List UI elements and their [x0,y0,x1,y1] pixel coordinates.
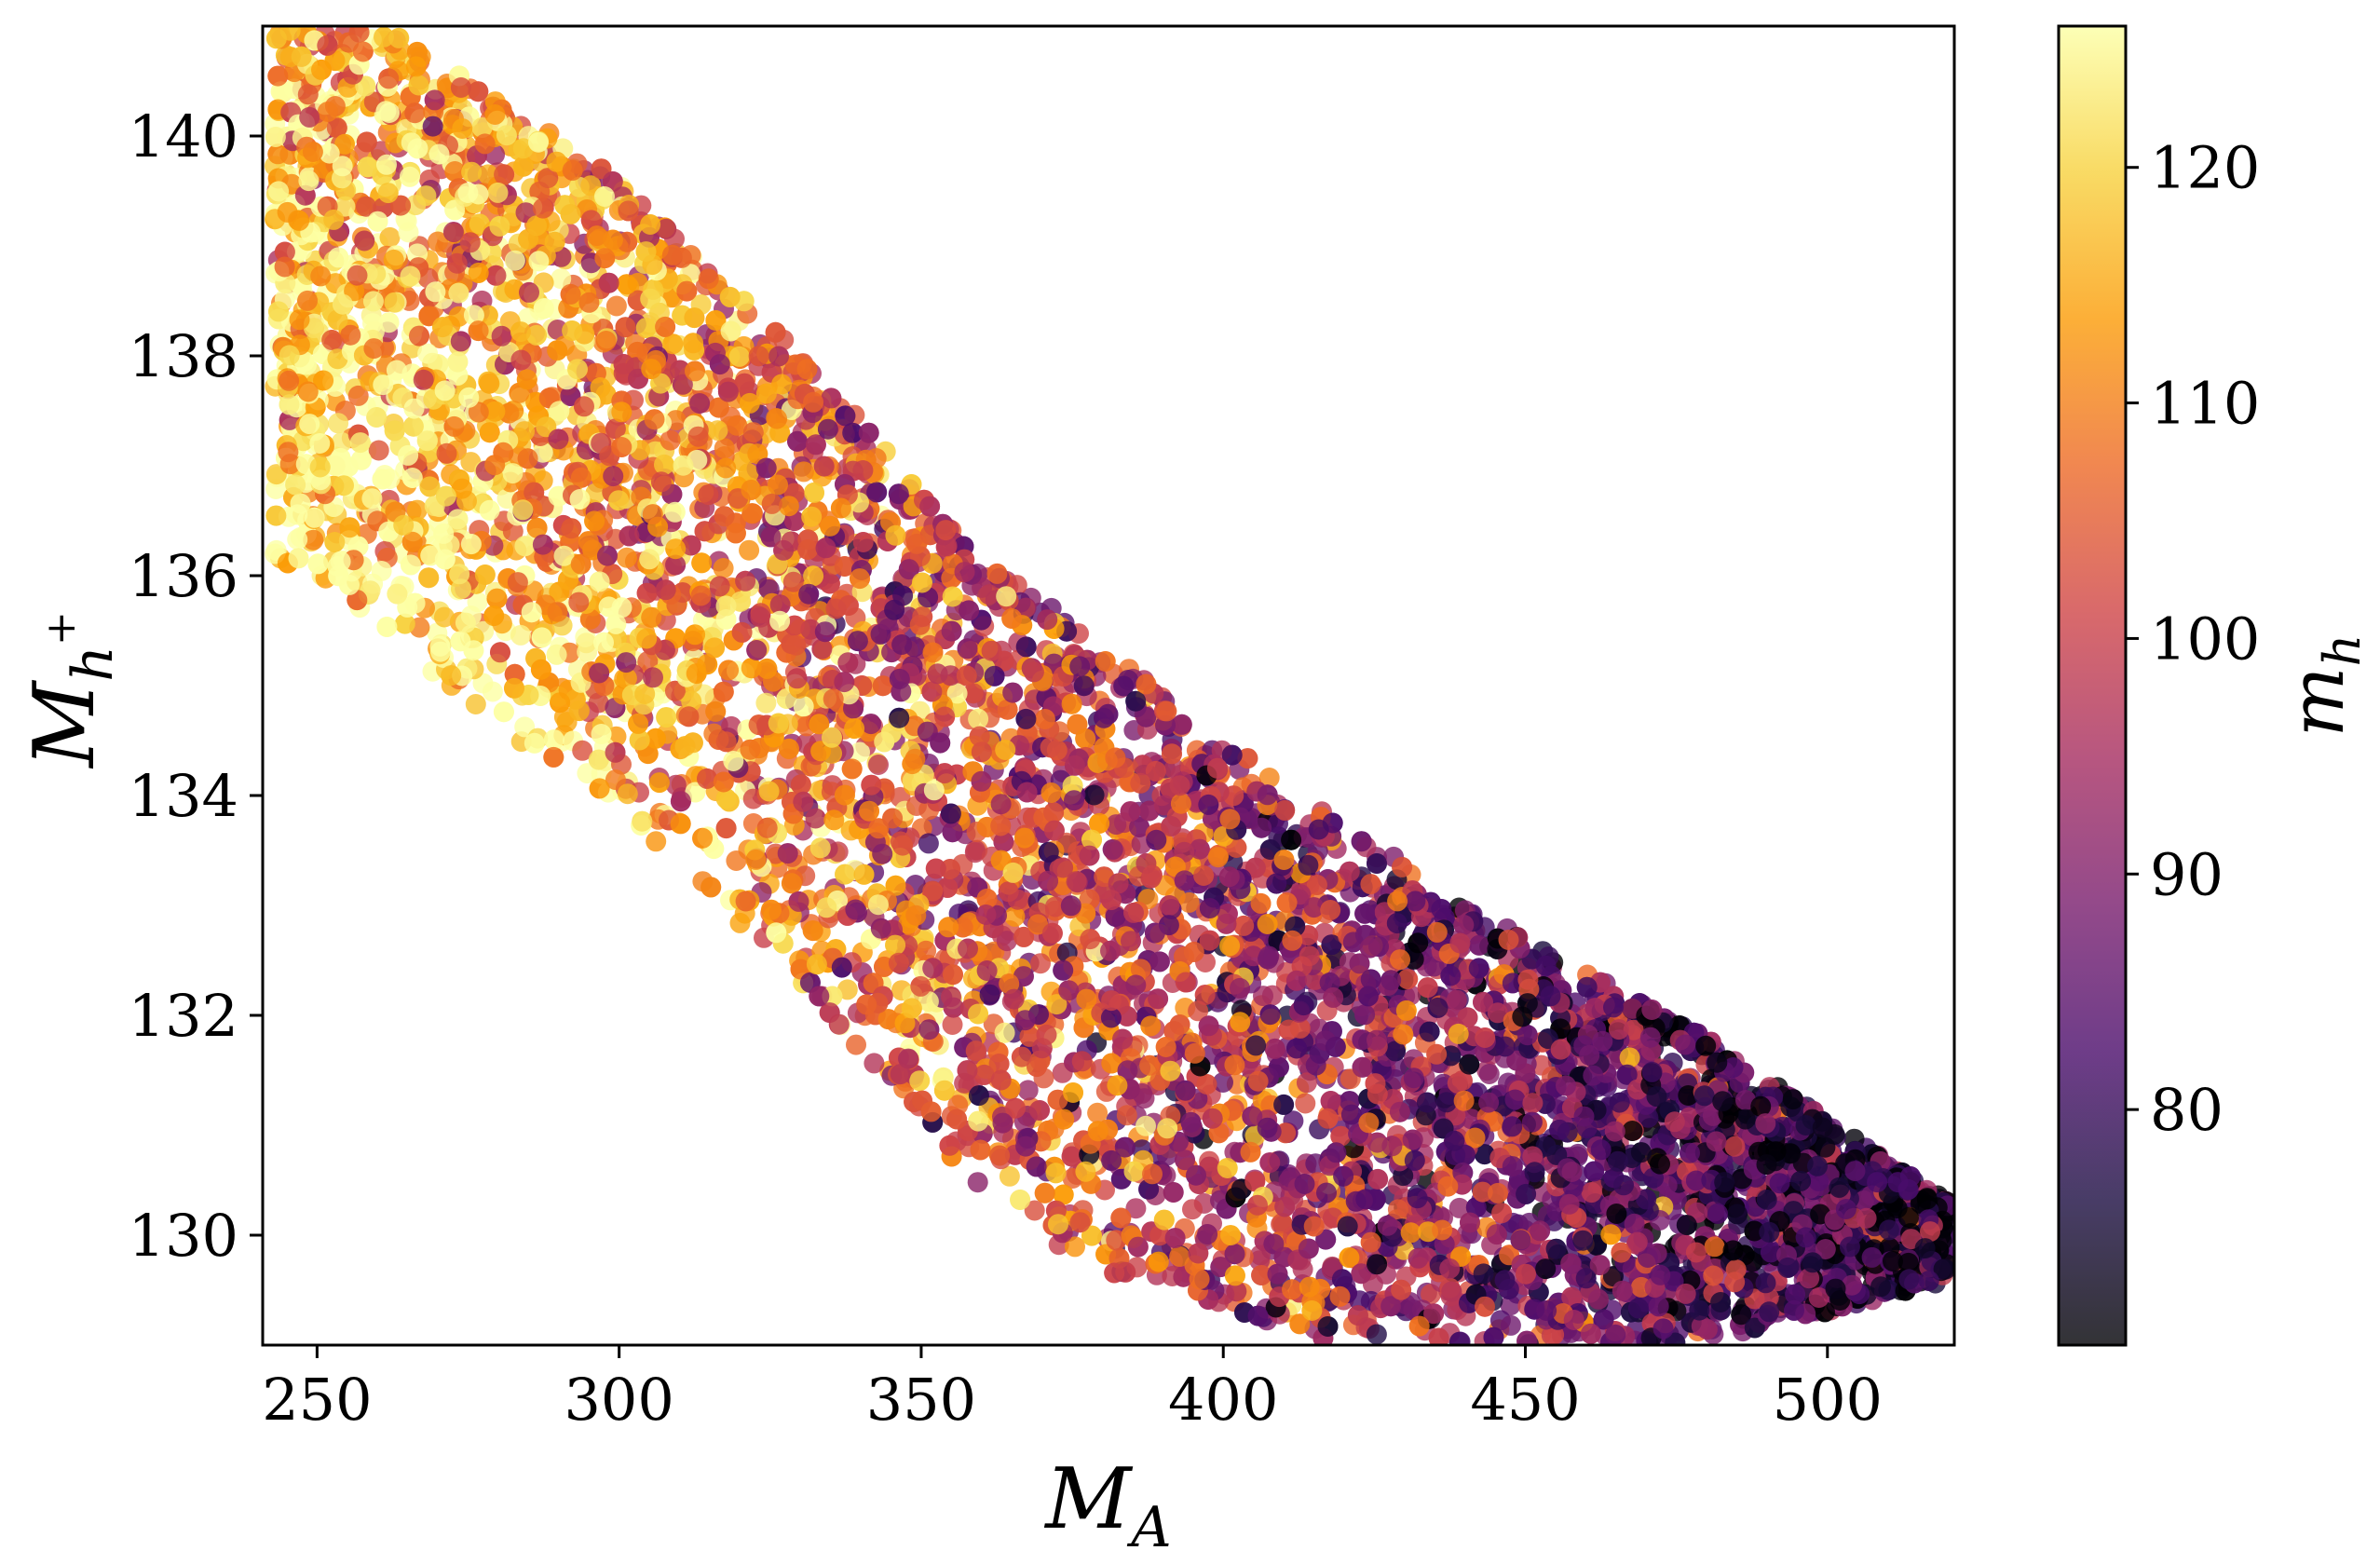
scatter-point [1024,1200,1045,1221]
scatter-point [1087,1102,1108,1123]
scatter-point [646,831,667,852]
scatter-point [605,295,627,317]
scatter-point [1125,1198,1147,1219]
scatter-point [502,521,524,542]
scatter-point [999,1165,1020,1187]
scatter-points [265,26,1954,1345]
scatter-point [850,741,870,763]
scatter-point [1030,953,1051,974]
scatter-point [1258,768,1280,788]
scatter-point [523,580,544,602]
scatter-point [918,833,939,854]
scatter-point [265,479,287,499]
scatter-point [1004,905,1026,927]
scatter-point [739,539,760,561]
scatter-point [379,226,401,248]
scatter-point [836,979,858,1000]
scatter-point [328,413,349,434]
scatter-point [1295,1093,1316,1114]
scatter-point [846,1034,866,1055]
scatter-point [368,440,389,461]
scatter-point [726,850,747,871]
